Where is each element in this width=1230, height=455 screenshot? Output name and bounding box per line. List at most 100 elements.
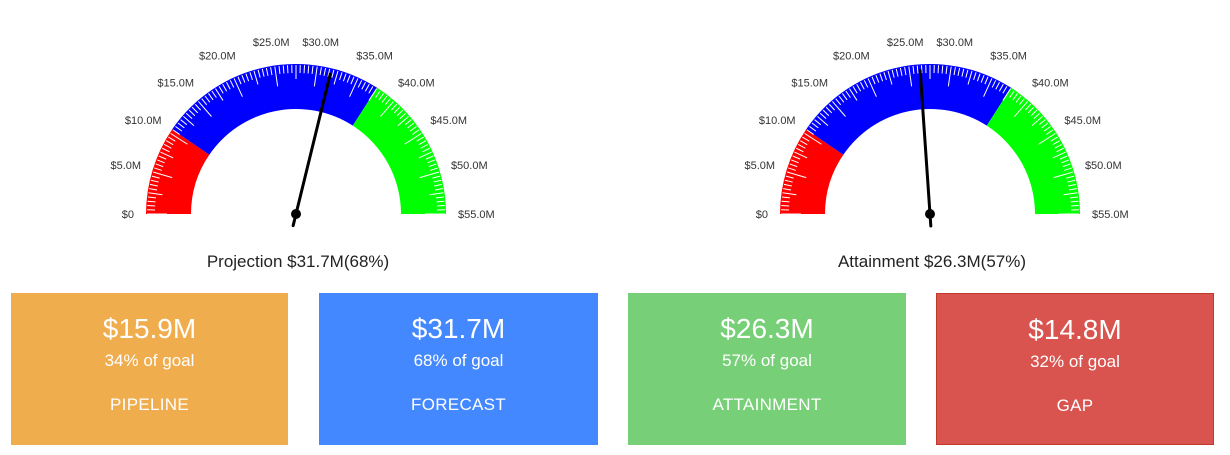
projection-tick [215, 88, 224, 101]
attainment-tick [1033, 112, 1041, 120]
projection-tick [158, 155, 167, 160]
projection-tick-label: $10.0M [125, 115, 162, 127]
projection-tick [393, 106, 401, 114]
attainment-percent: 57% of goal [722, 351, 812, 370]
attainment-tick [904, 67, 907, 76]
attainment-tick [879, 73, 884, 82]
projection-tick [249, 72, 253, 81]
attainment-label: ATTAINMENT [712, 395, 822, 414]
attainment-tick [825, 106, 833, 114]
projection-tick [180, 119, 188, 126]
projection-tick [261, 68, 265, 77]
attainment-tick [1009, 90, 1015, 98]
attainment-card: $26.3M 57% of goal ATTAINMENT [628, 293, 906, 445]
attainment-tick [1046, 129, 1054, 135]
attainment-tick [887, 70, 893, 85]
attainment-gauge-svg: $0 $5.0M $10.0M $15.0M $20.0M $25.0M $30.0M $35… [744, 37, 1129, 228]
projection-tick-label: $5.0M [110, 160, 141, 172]
projection-tick [436, 196, 445, 199]
projection-tick [422, 147, 430, 153]
gap-card: $14.8M 32% of goal GAP [936, 293, 1214, 445]
projection-tick [323, 67, 327, 76]
projection-band-1 [172, 64, 378, 155]
attainment-tick [814, 119, 822, 126]
projection-tick [420, 144, 429, 149]
forecast-value: $31.7M [411, 313, 506, 344]
projection-tick [257, 69, 261, 78]
projection-tick [428, 163, 437, 168]
projection-tick [152, 171, 173, 179]
projection-tick [245, 73, 250, 82]
projection-tick [364, 84, 370, 92]
attainment-tick [863, 80, 869, 88]
projection-tick [265, 67, 269, 76]
attainment-tick [860, 81, 865, 90]
attainment-tick [828, 103, 836, 111]
projection-tick [404, 133, 422, 145]
attainment-tick-label: $20.0M [833, 51, 870, 63]
attainment-tick [1043, 126, 1051, 132]
projection-tick [160, 151, 174, 159]
attainment-tick [891, 69, 895, 78]
projection-gauge: $0 $5.0M $10.0M $15.0M $20.0M $25.0M $30.0M $35… [88, 0, 508, 280]
attainment-tick [1014, 101, 1028, 117]
projection-tick [368, 88, 377, 101]
projection-tick [149, 183, 158, 187]
attainment-tick [998, 84, 1004, 92]
attainment-tick [867, 78, 877, 97]
attainment-needle [918, 68, 933, 228]
attainment-tick [781, 200, 790, 203]
projection-tick [278, 65, 281, 74]
projection-tick [397, 116, 409, 126]
attainment-tick [912, 65, 915, 74]
attainment-tick [875, 74, 880, 83]
attainment-tick [1027, 106, 1035, 114]
projection-tick [429, 167, 438, 171]
attainment-tick-label: $5.0M [744, 160, 775, 172]
attainment-tick [802, 136, 810, 142]
projection-tick [333, 70, 339, 85]
projection-tick [416, 136, 424, 142]
attainment-tick [947, 66, 952, 87]
attainment-tick [883, 72, 887, 81]
attainment-tick [1063, 192, 1078, 196]
attainment-tick [984, 76, 989, 85]
projection-tick [436, 200, 445, 203]
attainment-tick [1038, 133, 1056, 145]
attainment-tick [961, 68, 965, 77]
projection-tick [188, 109, 196, 117]
attainment-tick [785, 175, 794, 179]
attainment-tick-label: $25.0M [887, 37, 924, 49]
projection-tick [357, 80, 363, 88]
attainment-tick [871, 76, 876, 85]
projection-tick-label: $15.0M [157, 77, 194, 89]
attainment-tick [819, 112, 827, 120]
attainment-value: $26.3M [720, 313, 814, 344]
attainment-tick-label: $30.0M [936, 37, 973, 49]
attainment-tick [1038, 119, 1046, 126]
attainment-tick [806, 129, 814, 135]
attainment-tick [995, 81, 1000, 90]
forecast-percent: 68% of goal [413, 351, 504, 370]
attainment-tick [783, 183, 792, 187]
projection-tick [166, 140, 174, 146]
projection-band-0 [146, 129, 210, 214]
attainment-tick [782, 192, 797, 196]
projection-tick [185, 112, 193, 120]
gap-percent: 32% of goal [1030, 352, 1120, 371]
projection-tick [237, 76, 242, 85]
projection-tick [282, 65, 285, 74]
attainment-tick [822, 109, 830, 117]
attainment-tick [1063, 167, 1072, 171]
pipeline-card: $15.9M 34% of goal PIPELINE [11, 293, 288, 445]
projection-tick [198, 101, 212, 117]
attainment-tick-label: $45.0M [1064, 115, 1101, 127]
projection-tick [150, 179, 159, 183]
projection-tick-label: $30.0M [302, 37, 339, 49]
forecast-card: $31.7M 68% of goal FORECAST [319, 293, 598, 445]
projection-tick [418, 140, 426, 146]
attainment-tick [980, 74, 985, 83]
projection-band-2 [352, 87, 446, 214]
attainment-tick [1066, 175, 1075, 179]
attainment-caption: Attainment $26.3M(57%) [837, 252, 1027, 271]
